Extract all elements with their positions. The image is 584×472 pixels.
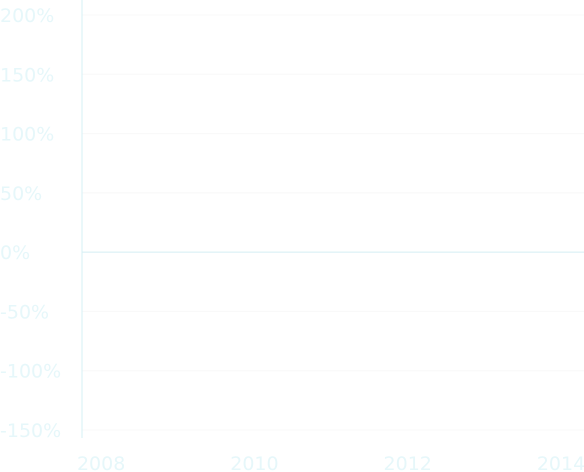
y-tick-label: -150%: [0, 420, 61, 442]
x-tick-labels: 2008 2010 2012 2014: [77, 453, 584, 472]
y-tick-label: -50%: [0, 301, 49, 323]
x-tick-label: 2010: [230, 453, 278, 472]
y-tick-labels: 200% 150% 100% 50% 0% -50% -100% -150%: [0, 5, 61, 442]
y-tick-label: 0%: [0, 242, 30, 264]
x-tick-label: 2014: [537, 453, 584, 472]
y-tick-label: 50%: [0, 183, 42, 205]
x-tick-label: 2008: [77, 453, 125, 472]
y-tick-label: 150%: [0, 64, 54, 86]
y-tick-label: 200%: [0, 5, 54, 27]
y-tick-label: -100%: [0, 361, 61, 383]
y-tick-label: 100%: [0, 124, 54, 146]
grid-lines: [82, 14, 584, 431]
x-tick-label: 2012: [384, 453, 432, 472]
